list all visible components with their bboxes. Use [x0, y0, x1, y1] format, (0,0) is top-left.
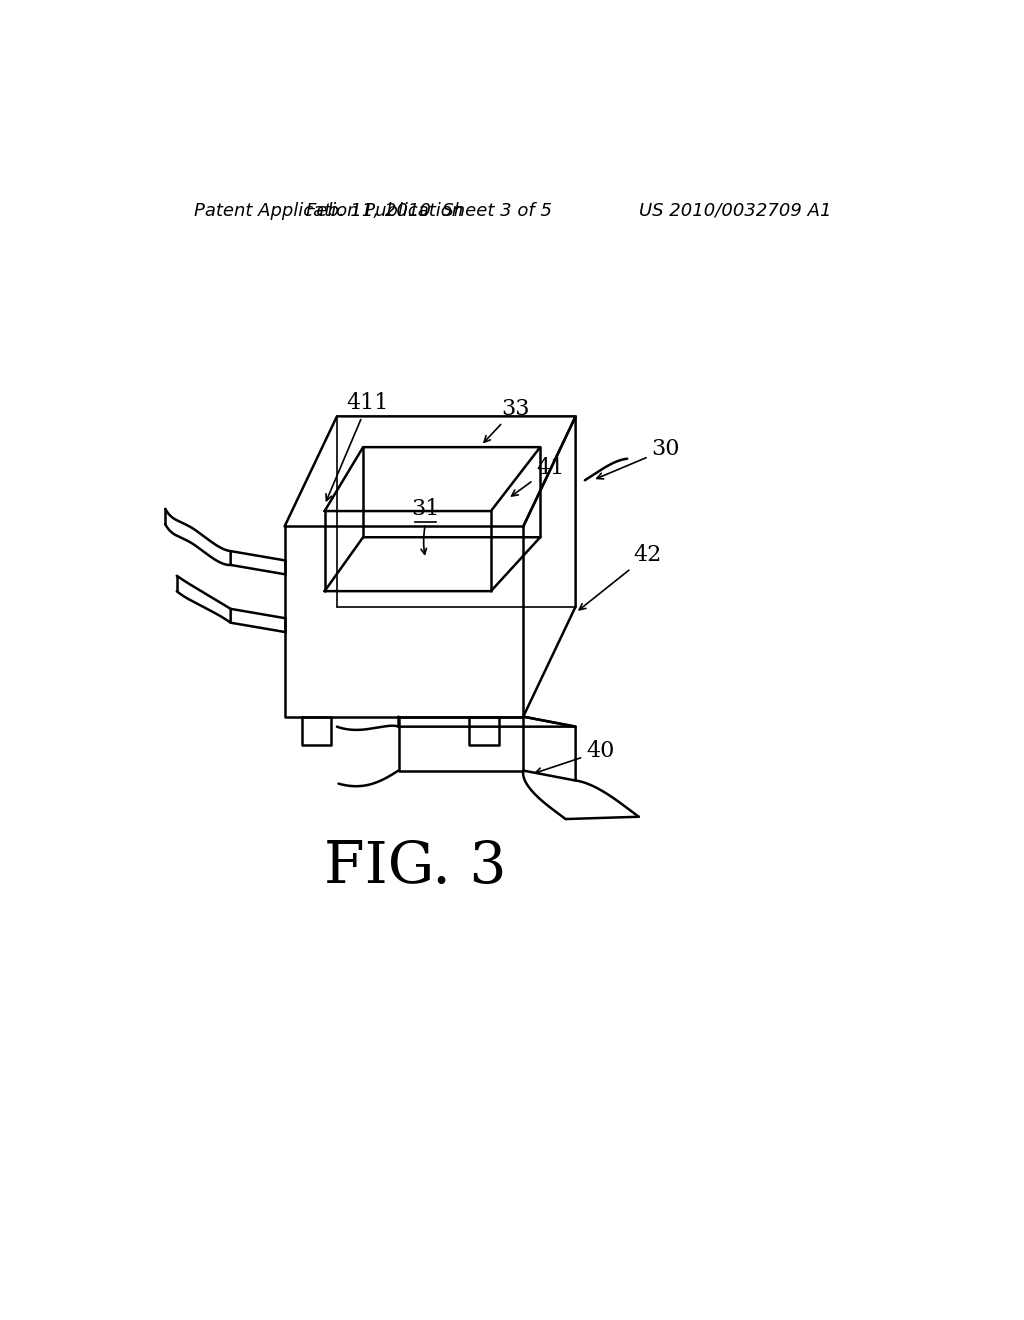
Text: 41: 41	[512, 457, 564, 496]
Text: Feb. 11, 2010  Sheet 3 of 5: Feb. 11, 2010 Sheet 3 of 5	[305, 202, 552, 219]
Text: 31: 31	[412, 499, 439, 520]
Text: 40: 40	[536, 741, 614, 774]
Text: 30: 30	[597, 438, 680, 479]
Text: FIG. 3: FIG. 3	[325, 838, 507, 895]
Text: Patent Application Publication: Patent Application Publication	[194, 202, 463, 219]
Text: 33: 33	[484, 397, 529, 442]
Text: US 2010/0032709 A1: US 2010/0032709 A1	[639, 202, 831, 219]
Text: 42: 42	[580, 544, 663, 610]
Text: 411: 411	[326, 392, 389, 500]
